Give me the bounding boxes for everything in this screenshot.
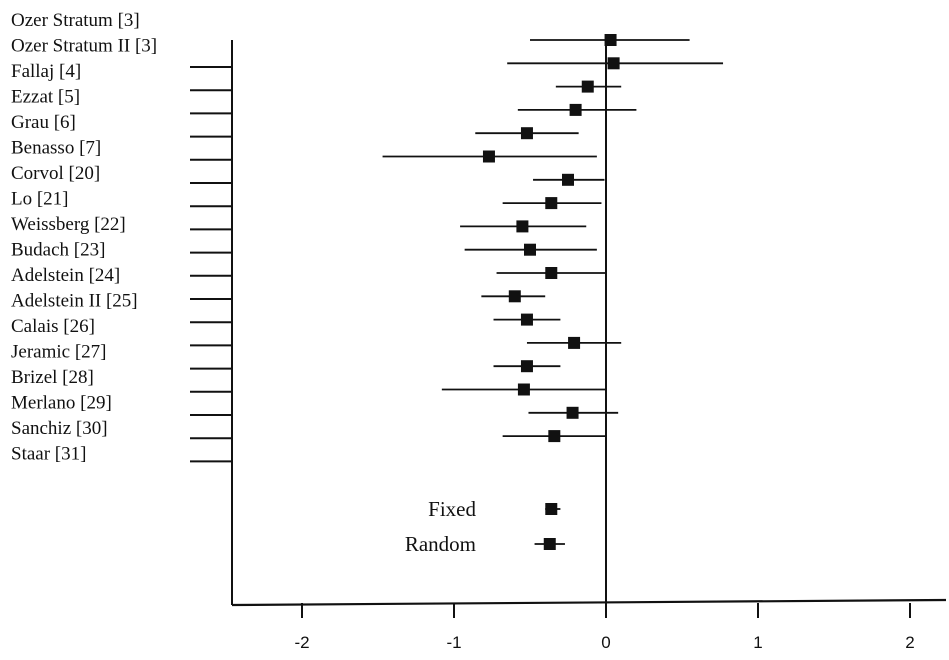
study-effect-marker xyxy=(482,150,495,163)
study-label: Adelstein II [25] xyxy=(11,291,138,312)
study-effect-marker xyxy=(604,34,617,46)
study-effect-marker xyxy=(607,57,620,70)
study-effect-marker xyxy=(520,313,533,326)
study-label: Grau [6] xyxy=(11,112,76,133)
study-effect-marker xyxy=(545,197,558,210)
study-label: Merlano [29] xyxy=(11,393,112,414)
study-effect-marker xyxy=(545,267,558,279)
study-label: Benasso [7] xyxy=(11,138,101,159)
x-tick-label: 0 xyxy=(601,633,610,652)
x-ticks: -2 -1 0 1 2 xyxy=(294,603,915,652)
x-tick-label: 1 xyxy=(753,633,762,652)
study-effect-marker xyxy=(516,220,529,233)
study-effect-marker xyxy=(569,103,582,116)
study-label: Sanchiz [30] xyxy=(11,418,108,439)
axes xyxy=(231,35,947,607)
study-effect-marker xyxy=(517,383,530,396)
study-effect-marker xyxy=(568,336,581,349)
study-label: Jeramic [27] xyxy=(11,342,106,363)
study-label: Fallaj [4] xyxy=(11,61,81,82)
study-marks xyxy=(382,34,724,443)
x-tick-label: 2 xyxy=(905,633,914,652)
study-label: Brizel [28] xyxy=(11,367,94,388)
row-ticks xyxy=(190,66,232,463)
legend: Fixed Random xyxy=(405,497,565,556)
study-effect-marker xyxy=(508,290,521,303)
study-effect-marker xyxy=(562,173,574,186)
summary-effect-marker xyxy=(545,503,558,515)
study-effect-marker xyxy=(548,430,561,443)
x-tick-label: -2 xyxy=(294,633,309,652)
study-label: Staar [31] xyxy=(11,444,86,465)
summary-effect-marker xyxy=(543,538,556,550)
study-label: Calais [26] xyxy=(11,316,95,337)
legend-label: Random xyxy=(405,532,476,556)
x-axis-line xyxy=(231,598,947,607)
study-effect-marker xyxy=(581,80,594,93)
study-effect-marker xyxy=(566,406,579,419)
study-label: Lo [21] xyxy=(11,189,69,210)
study-effect-marker xyxy=(524,243,536,256)
study-labels: Ozer Stratum [3] Ozer Stratum II [3] Falla… xyxy=(11,10,157,465)
x-tick-label: -1 xyxy=(446,633,461,652)
legend-label: Fixed xyxy=(428,497,476,521)
study-effect-marker xyxy=(520,127,533,140)
study-label: Ozer Stratum [3] xyxy=(11,10,140,31)
study-effect-marker xyxy=(520,360,533,373)
study-label: Adelstein [24] xyxy=(11,265,120,286)
study-label: Budach [23] xyxy=(11,240,105,261)
study-label: Ezzat [5] xyxy=(11,87,80,108)
study-label: Corvol [20] xyxy=(11,163,100,184)
study-label: Ozer Stratum II [3] xyxy=(11,36,157,57)
study-label: Weissberg [22] xyxy=(11,214,126,235)
